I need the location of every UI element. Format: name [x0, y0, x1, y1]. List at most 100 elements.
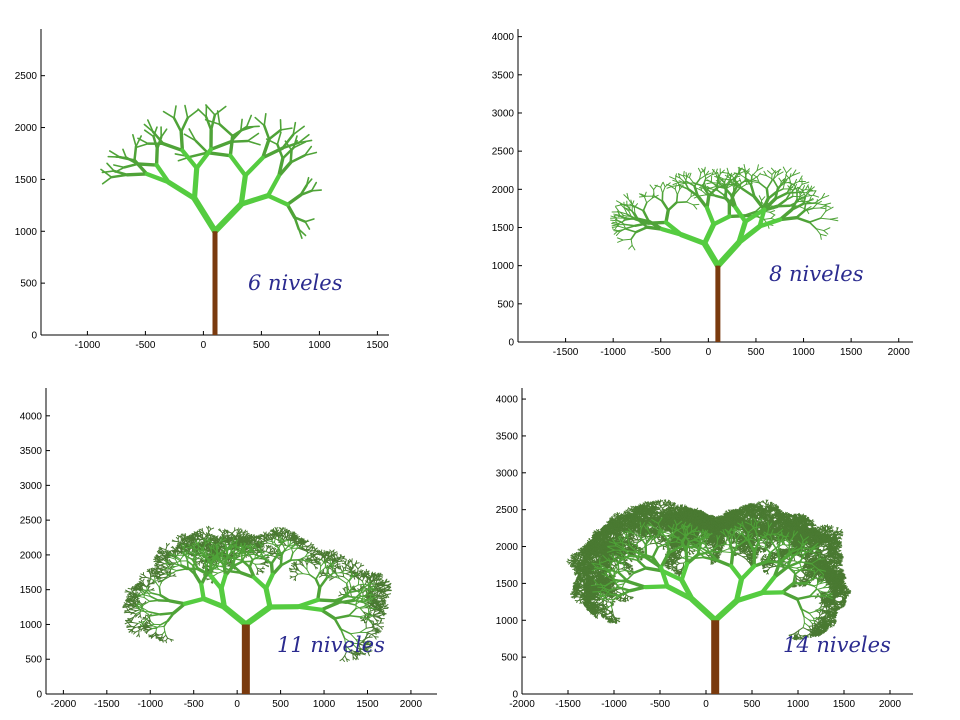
branch-segment [309, 559, 315, 561]
branch-segment [359, 617, 364, 621]
branch-segment [377, 614, 383, 617]
branch-segment [211, 549, 215, 555]
branch-segment [141, 585, 144, 590]
branch-segment [147, 119, 154, 133]
branch-segment [306, 546, 312, 548]
branch-segment [134, 629, 140, 633]
branch-segment [131, 622, 139, 624]
branch-segment [823, 227, 831, 232]
branch-segment [197, 533, 200, 538]
branch-segment [336, 554, 339, 559]
y-tick-label: 2000 [20, 550, 43, 561]
branch-segment [301, 562, 305, 567]
branch-segment [789, 185, 795, 190]
branch-segment [341, 565, 345, 569]
branch-segment [374, 584, 383, 586]
branch-segment [271, 539, 274, 545]
branch-segment [819, 233, 827, 237]
branch-segment [821, 192, 826, 199]
branch-segment [154, 147, 159, 167]
branch-segment [241, 546, 244, 554]
branch-segment [190, 539, 194, 544]
branch-segment [284, 547, 293, 552]
branch-segment [351, 584, 359, 590]
branch-segment [678, 181, 688, 183]
branch-segment [348, 576, 354, 582]
branch-segment [133, 622, 139, 628]
branch-segment [295, 541, 299, 546]
branch-segment [829, 218, 839, 222]
branch-segment [276, 529, 278, 534]
branch-segment [344, 650, 348, 657]
branch-segment [185, 547, 188, 552]
branch-segment [136, 612, 141, 616]
branch-segment [318, 560, 322, 567]
branch-segment [191, 558, 200, 571]
branch-segment [242, 550, 250, 555]
branch-segment [160, 128, 168, 138]
branch-segment [282, 539, 289, 543]
branch-segment [805, 206, 812, 210]
branch-segment [264, 539, 269, 544]
branch-segment [711, 172, 719, 176]
branch-segment [709, 185, 717, 189]
branch-segment [251, 537, 256, 541]
y-tick-label: 2500 [496, 505, 519, 516]
branch-segment [339, 628, 352, 635]
branch-segment [371, 633, 376, 638]
branch-segment [758, 195, 763, 201]
branch-segment [776, 204, 791, 208]
branch-segment [669, 176, 676, 180]
branch-segment [739, 178, 742, 184]
branch-segment [678, 173, 685, 177]
branch-segment [210, 527, 215, 530]
branch-segment [751, 179, 759, 182]
branch-segment [302, 548, 307, 551]
branch-segment [163, 567, 170, 571]
y-tick-label: 4000 [496, 395, 519, 406]
branch-segment [285, 535, 289, 541]
x-tick-label: 2000 [400, 699, 423, 710]
branch-segment [265, 174, 281, 198]
branch-segment [303, 565, 308, 571]
branch-segment [135, 610, 142, 615]
branch-segment [358, 616, 369, 620]
branch-segment [823, 230, 829, 235]
branch-segment [215, 540, 222, 547]
branch-segment [305, 178, 313, 187]
branch-segment [719, 177, 725, 183]
branch-segment [372, 612, 379, 616]
branch-segment [365, 636, 370, 639]
branch-segment [246, 140, 261, 146]
y-tick-label: 0 [512, 690, 518, 701]
branch-segment [770, 214, 776, 219]
branch-segment [632, 204, 645, 212]
branch-segment [136, 633, 140, 638]
branch-segment [666, 201, 678, 212]
branch-segment [789, 178, 792, 186]
branch-segment [611, 225, 620, 228]
branch-segment [238, 193, 271, 207]
branch-segment [135, 606, 142, 612]
branch-segment [362, 647, 369, 651]
branch-segment [250, 548, 256, 555]
branch-segment [191, 547, 200, 551]
branch-segment [283, 542, 287, 547]
branch-segment [231, 530, 236, 534]
branch-segment [321, 555, 323, 561]
branch-segment [624, 207, 630, 212]
branch-segment [160, 552, 165, 556]
branch-segment [625, 228, 637, 233]
branch-segment [112, 169, 129, 177]
branch-segment [295, 563, 298, 568]
branch-segment [705, 174, 713, 180]
branch-segment [310, 189, 322, 192]
branch-segment [386, 594, 390, 598]
branch-segment [345, 601, 356, 606]
branch-segment [610, 215, 618, 219]
branch-segment [782, 166, 787, 174]
branch-segment [801, 189, 806, 197]
y-tick-label: 3500 [496, 431, 519, 442]
branch-segment [333, 561, 338, 565]
branch-segment [733, 187, 741, 196]
